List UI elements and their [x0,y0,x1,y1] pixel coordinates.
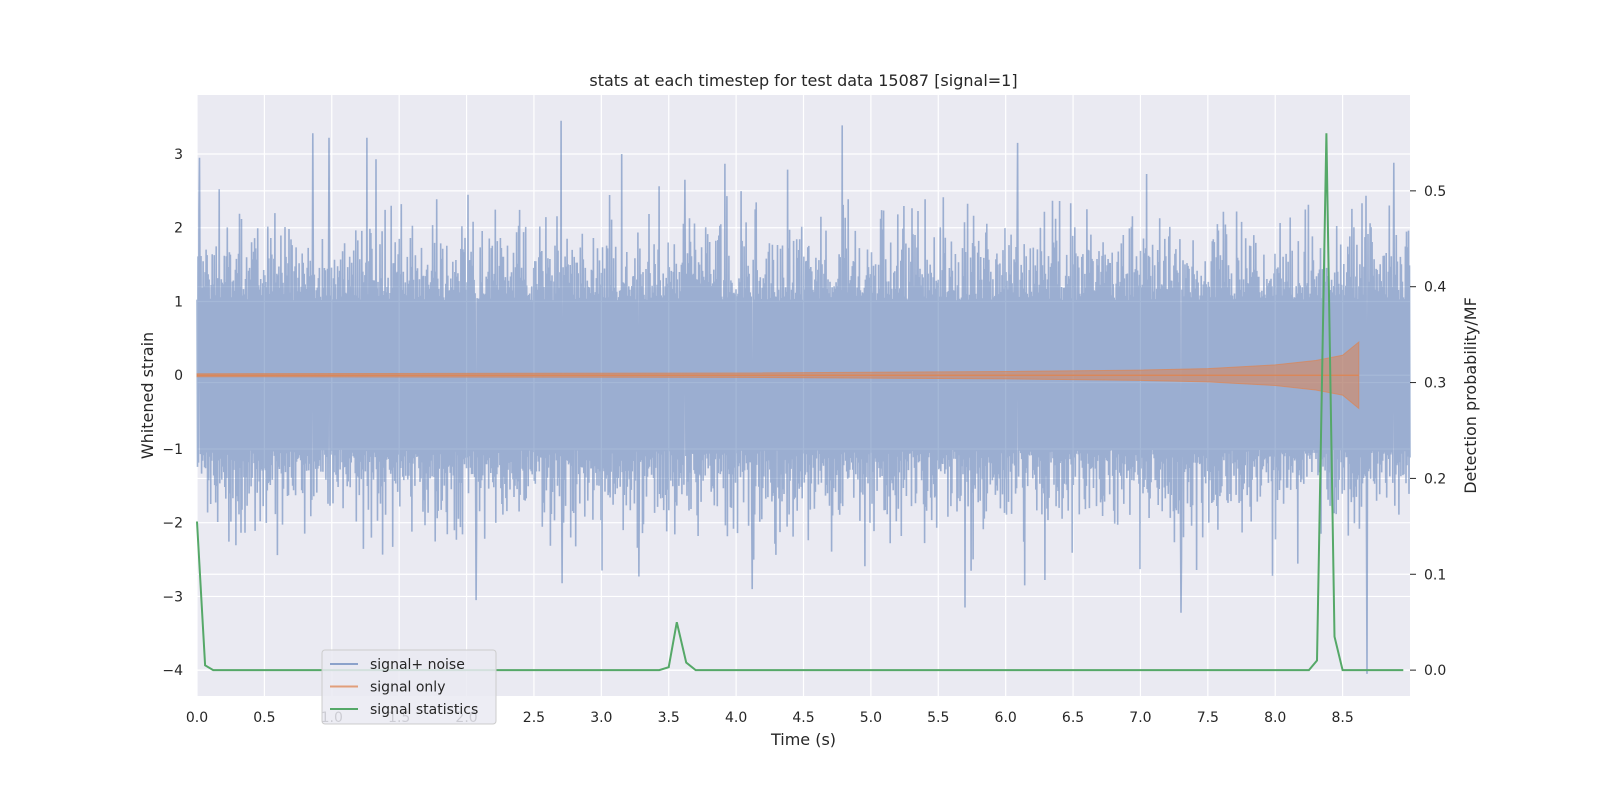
legend-label-signal-only: signal only [370,680,445,696]
signal-noise-series [196,120,1411,674]
x-tick-label: 3.5 [658,710,680,726]
y-axis-label: Whitened strain [138,332,157,459]
x-tick-label: 5.5 [927,710,949,726]
signal-statistics-series [196,133,1404,672]
legend-box [321,649,497,725]
x-tick-label: 0.5 [253,710,275,726]
signal-only-series [196,340,1360,410]
x-tick-label: 4.5 [792,710,814,726]
y2-tick-label: 0.5 [1424,184,1446,200]
y-tick-label: −1 [162,442,183,458]
y-tick-label: −3 [162,589,183,605]
y-tick-label: −4 [162,663,183,679]
y2-tick-label: 0.3 [1424,376,1446,392]
x-axis-label: Time (s) [770,730,836,749]
x-tick-label: 6.0 [995,710,1017,726]
y-tick-label: 1 [174,294,183,310]
x-tick-label: 7.0 [1129,710,1151,726]
legend-label-signal-noise: signal+ noise [370,657,465,673]
y-tick-label: −2 [162,516,183,532]
y2-tick-label: 0.2 [1424,471,1446,487]
x-tick-label: 0.0 [186,710,208,726]
legend-label-signal-statistics: signal statistics [370,702,478,718]
y2-axis-label: Detection probability/MF [1461,297,1480,494]
y-tick-label: 0 [174,368,183,384]
chart-title: stats at each timestep for test data 150… [589,71,1017,90]
x-tick-label: 5.0 [860,710,882,726]
x-tick-label: 3.0 [590,710,612,726]
x-tick-label: 7.5 [1197,710,1219,726]
x-tick-label: 2.5 [523,710,545,726]
x-tick-label: 8.0 [1264,710,1286,726]
y2-tick-label: 0.0 [1424,663,1446,679]
y2-tick-label: 0.4 [1424,280,1446,296]
signal-noise-line [196,120,1411,674]
y2-tick-label: 0.1 [1424,567,1446,583]
signal-statistics-line [196,133,1404,672]
x-tick-label: 8.5 [1331,710,1353,726]
y-tick-label: 3 [174,147,183,163]
y-tick-label: 2 [174,221,183,237]
x-tick-label: 6.5 [1062,710,1084,726]
x-tick-label: 4.0 [725,710,747,726]
legend: signal+ noise signal only signal statist… [321,649,497,725]
